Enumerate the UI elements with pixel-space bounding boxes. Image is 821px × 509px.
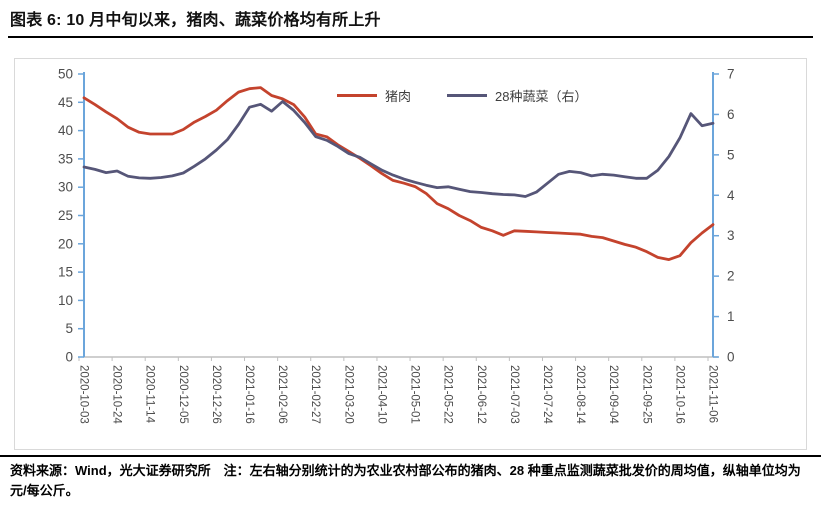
- left-axis-tick-label: 15: [58, 265, 73, 280]
- x-axis-tick-label: 2021-07-03: [508, 365, 520, 424]
- left-axis-tick-label: 35: [58, 151, 73, 166]
- x-axis-tick-label: 2021-04-10: [375, 365, 387, 424]
- chart-figure: 0 5 10 15 20 25 30 35 40 45 50 0 1 2 3 4 5 6 7 2020-10-03 20…: [14, 58, 807, 450]
- left-axis-tick-label: 5: [65, 321, 73, 336]
- right-axis-tick-label: 1: [727, 309, 735, 324]
- right-axis-tick-label: 6: [727, 107, 735, 122]
- legend-label-pork: 猪肉: [385, 89, 412, 104]
- x-axis-tick-label: 2021-10-16: [673, 365, 685, 424]
- x-axis-tick-label: 2021-05-01: [409, 365, 421, 424]
- pork-line-swatch: [337, 94, 377, 97]
- vegetables-price-line: [82, 100, 715, 198]
- x-axis-tick-label: 2021-01-16: [243, 365, 255, 424]
- right-axis-tick-label: 0: [727, 350, 735, 365]
- x-axis-tick-label: 2021-06-12: [475, 365, 487, 424]
- right-axis-tick-label: 2: [727, 269, 735, 284]
- left-axis-tick-label: 25: [58, 208, 73, 223]
- x-axis-tick-label: 2021-03-20: [342, 365, 354, 424]
- vegetables-line-swatch: [447, 94, 488, 97]
- x-axis-tick-label: 2021-02-27: [309, 365, 321, 424]
- x-axis-tick-label: 2020-11-14: [144, 365, 156, 424]
- title-divider: [8, 36, 813, 38]
- left-axis-tick-label: 20: [58, 236, 73, 251]
- left-axis-tick-label: 45: [58, 95, 73, 110]
- right-axis-tick-label: 3: [727, 228, 735, 243]
- left-axis-tick-label: 30: [58, 180, 73, 195]
- legend-entry-vegetables: 28种蔬菜（右）: [447, 86, 587, 105]
- pork-price-line: [82, 86, 715, 262]
- x-axis-tick-label: 2021-05-22: [442, 365, 454, 424]
- left-axis-tick-label: 10: [58, 293, 73, 308]
- legend-entry-pork: 猪肉: [337, 86, 411, 105]
- source-note: 资料来源：Wind，光大证券研究所 注：左右轴分别统计的为农业农村部公布的猪肉、…: [10, 463, 801, 499]
- footer-divider: [0, 455, 821, 457]
- x-axis-tick-label: 2021-09-25: [640, 365, 652, 424]
- right-axis-tick-label: 5: [727, 147, 735, 162]
- x-axis-tick-label: 2020-12-05: [177, 365, 189, 424]
- x-axis-tick-label: 2021-11-06: [707, 365, 719, 423]
- x-axis-tick-label: 2021-02-06: [276, 365, 288, 424]
- x-axis-tick-label: 2021-07-24: [541, 365, 553, 424]
- right-axis-tick-label: 4: [727, 188, 735, 203]
- x-axis-tick-label: 2020-12-26: [210, 365, 222, 424]
- left-axis-tick-label: 40: [58, 123, 73, 138]
- chart-legend: 猪肉 28种蔬菜（右）: [337, 86, 587, 105]
- left-axis-tick-label: 50: [58, 67, 73, 82]
- x-axis-tick-label: 2021-09-04: [607, 365, 619, 424]
- left-axis-tick-label: 0: [65, 350, 73, 365]
- right-axis-tick-label: 7: [727, 67, 735, 82]
- x-axis-tick-label: 2021-08-14: [574, 365, 586, 424]
- legend-label-vegetables: 28种蔬菜（右）: [495, 89, 588, 104]
- x-axis-tick-label: 2020-10-03: [78, 365, 90, 424]
- x-axis-tick-label: 2020-10-24: [111, 365, 123, 424]
- page-title: 图表 6: 10 月中旬以来，猪肉、蔬菜价格均有所上升: [10, 12, 381, 29]
